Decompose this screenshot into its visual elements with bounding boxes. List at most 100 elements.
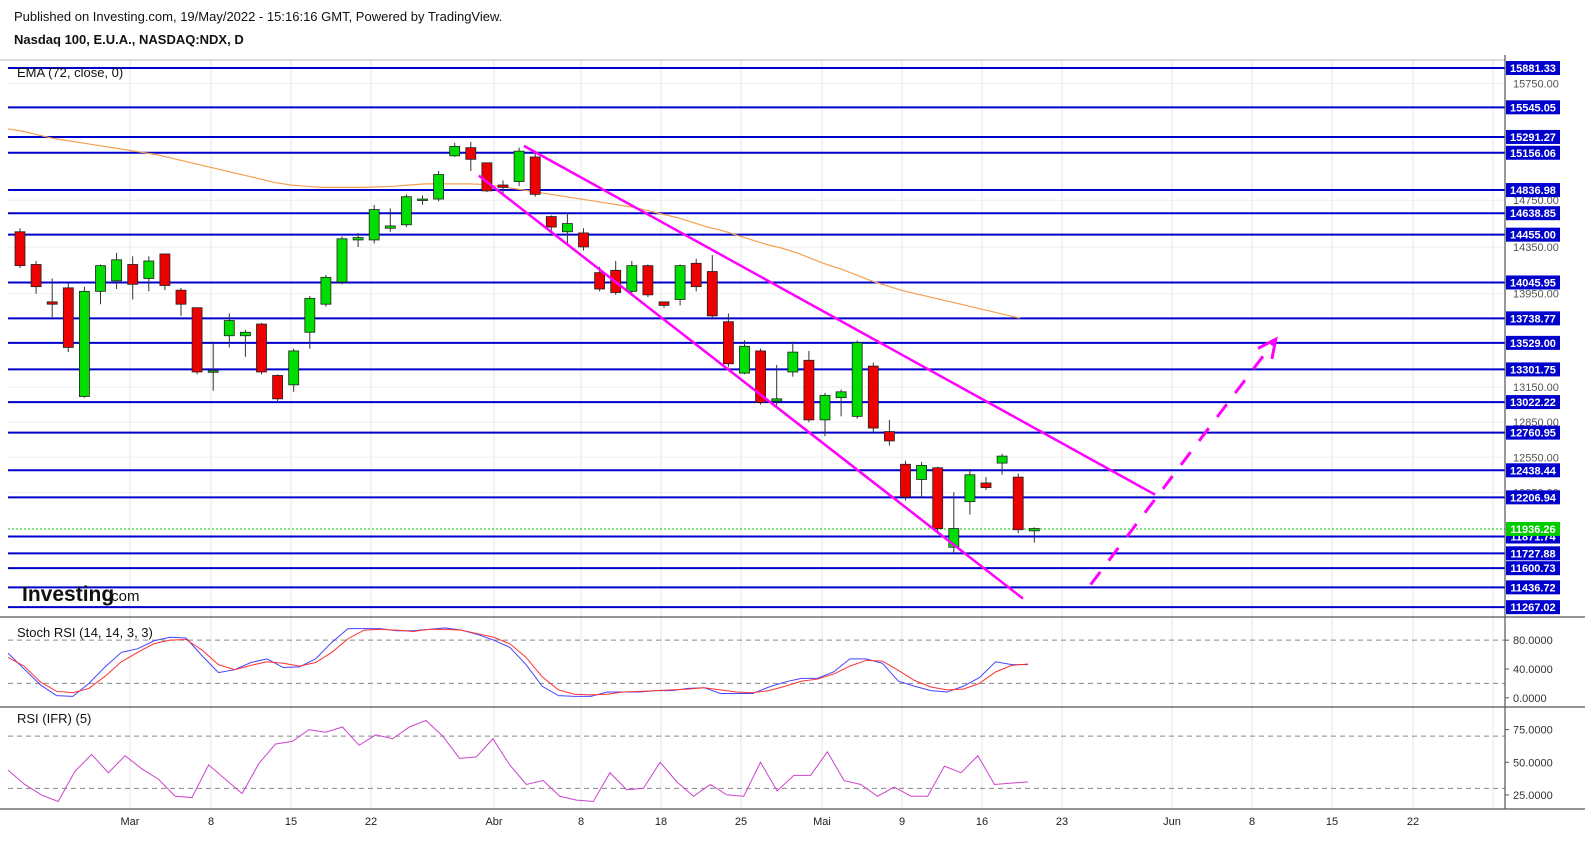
stoch-rsi-series-line [7,627,1028,697]
axes: Mar 8 15 22 Abr 8 18 25 Mai 9 16 23 Jun 8 15 22 15750.00… [0,55,1585,828]
last-price-label: 11936.26 [1510,524,1555,536]
x-tick-label: 23 [1056,816,1068,828]
candle-up [417,198,428,201]
ema-line [7,128,1021,319]
candle-down [30,264,42,288]
candle-up [851,342,863,417]
candle-down [159,253,171,286]
candle-up [239,331,251,337]
candle-up [562,223,573,233]
candle-down [803,359,815,421]
level-label: 13529.00 [1510,338,1556,350]
candle-up [433,174,445,200]
oscillator-panes: 80.0000 40.0000 0.0000 75.0000 50.0000 25.000… [7,627,1553,803]
level-label-bg [1506,561,1560,576]
candle-up [320,276,332,305]
channel-lower-line [478,174,1024,600]
candle-up [819,394,831,421]
x-tick-label: 8 [578,816,584,828]
candle-up [223,320,235,337]
x-tick-label: 25 [735,816,747,828]
level-label: 15881.33 [1510,63,1556,75]
level-label-bg [1506,362,1560,377]
level-label-bg [1506,600,1560,615]
logo-brand: Investing [22,583,114,606]
rsi-series-line [7,719,1029,803]
candle-up [996,455,1008,464]
candle-up [111,259,122,282]
level-label: 11267.02 [1510,602,1555,614]
candle-down [481,162,493,192]
projection-arrow-line [1089,338,1277,586]
level-label: 14638.85 [1510,208,1556,220]
candle-down [755,350,766,403]
level-label: 15545.05 [1510,102,1556,114]
price-tick-label: 13950.00 [1513,289,1559,301]
stoch-rsi-legend: Stoch RSI (14, 14, 3, 3) [17,625,153,640]
level-label-bg [1506,100,1560,115]
level-label: 11600.73 [1510,563,1555,575]
x-tick-label: 16 [976,816,988,828]
level-label: 11436.72 [1510,582,1555,594]
candle-down [884,431,895,442]
candle-down [932,467,944,529]
level-label: 14836.98 [1510,185,1556,197]
price-tick-label: 12550.00 [1513,452,1559,464]
stoch-rsi-tick-label: 40.0000 [1513,664,1553,676]
stoch-rsi-tick-label: 0.0000 [1513,693,1547,705]
price-tick-label: 13150.00 [1513,382,1559,394]
level-label: 15156.06 [1510,148,1556,160]
level-label-bg [1506,311,1560,326]
candle-up [835,391,847,399]
candle-down [465,147,477,160]
candle-up [739,345,750,374]
candle-down [706,271,718,317]
candle-down [594,272,605,290]
level-label: 13022.22 [1510,397,1556,409]
x-tick-label: Jun [1163,816,1181,828]
candle-down [529,156,541,195]
candle-up [400,196,412,226]
candle-up [674,265,686,300]
candle-down [256,323,267,373]
level-label-bg [1506,490,1560,505]
rsi-tick-label: 75.0000 [1513,725,1553,737]
x-tick-label: 8 [208,816,214,828]
level-label: 12206.94 [1510,492,1557,504]
rsi-tick-label: 25.0000 [1513,790,1553,802]
level-label-bg [1506,275,1560,290]
candle-up [352,237,364,241]
x-tick-label: Abr [485,816,502,828]
x-tick-label: 15 [285,816,297,828]
x-tick-label: 22 [365,816,377,828]
candle-up [288,350,300,386]
level-label-bg [1506,546,1560,561]
channel-upper-line [523,144,1156,496]
candle-up [948,528,960,548]
candle-down [191,307,203,373]
ema-legend: EMA (72, close, 0) [17,65,123,80]
x-tick-label: 15 [1326,816,1338,828]
stoch-rsi-tick-label: 80.0000 [1513,635,1553,647]
price-labels: 15881.33 15545.05 15291.27 15156.06 14836.98… [1506,61,1560,615]
x-tick-label: 9 [899,816,905,828]
candle-down [658,301,670,306]
candle-up [143,260,155,279]
level-label: 12438.44 [1510,465,1557,477]
rsi-legend: RSI (IFR) (5) [17,711,91,726]
level-label-bg [1506,580,1560,595]
level-label-bg [1506,129,1560,144]
projection-arrow-head [1257,336,1278,360]
channel-lines[interactable] [478,144,1278,600]
candle-down [867,365,879,429]
level-label-bg [1506,395,1560,410]
candle-up [207,370,219,373]
candle-down [14,231,26,267]
investing-logo: Investing .com [22,583,140,606]
candles[interactable] [14,141,1040,554]
candle-down [642,265,654,296]
support-resistance-levels [8,67,1505,609]
candle-up [626,265,638,292]
price-tick-label: 15750.00 [1513,78,1559,90]
